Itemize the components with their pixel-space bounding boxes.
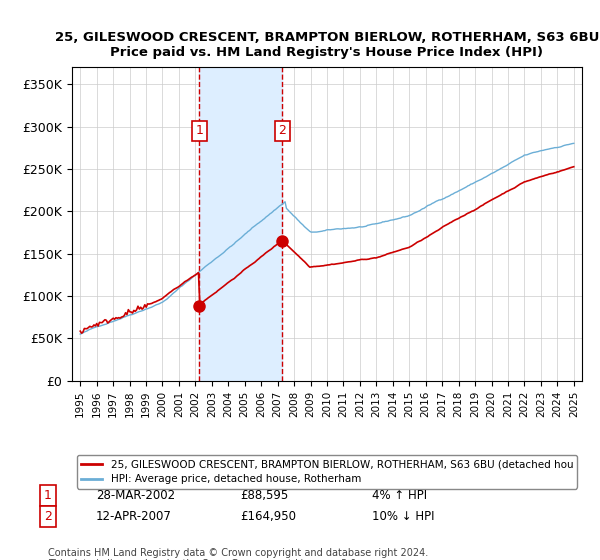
Text: 28-MAR-2002: 28-MAR-2002 xyxy=(96,489,175,502)
Legend: 25, GILESWOOD CRESCENT, BRAMPTON BIERLOW, ROTHERHAM, S63 6BU (detached hou, HPI:: 25, GILESWOOD CRESCENT, BRAMPTON BIERLOW… xyxy=(77,455,577,488)
Text: 1: 1 xyxy=(44,489,52,502)
Text: Contains HM Land Registry data © Crown copyright and database right 2024.
This d: Contains HM Land Registry data © Crown c… xyxy=(48,548,428,560)
Text: £88,595: £88,595 xyxy=(240,489,288,502)
Text: 12-APR-2007: 12-APR-2007 xyxy=(96,510,172,523)
Text: £164,950: £164,950 xyxy=(240,510,296,523)
Text: 1: 1 xyxy=(196,124,203,137)
Text: 2: 2 xyxy=(278,124,286,137)
Text: 2: 2 xyxy=(44,510,52,523)
Text: 10% ↓ HPI: 10% ↓ HPI xyxy=(372,510,434,523)
Text: 4% ↑ HPI: 4% ↑ HPI xyxy=(372,489,427,502)
Title: 25, GILESWOOD CRESCENT, BRAMPTON BIERLOW, ROTHERHAM, S63 6BU
Price paid vs. HM L: 25, GILESWOOD CRESCENT, BRAMPTON BIERLOW… xyxy=(55,31,599,59)
Bar xyxy=(199,67,282,381)
